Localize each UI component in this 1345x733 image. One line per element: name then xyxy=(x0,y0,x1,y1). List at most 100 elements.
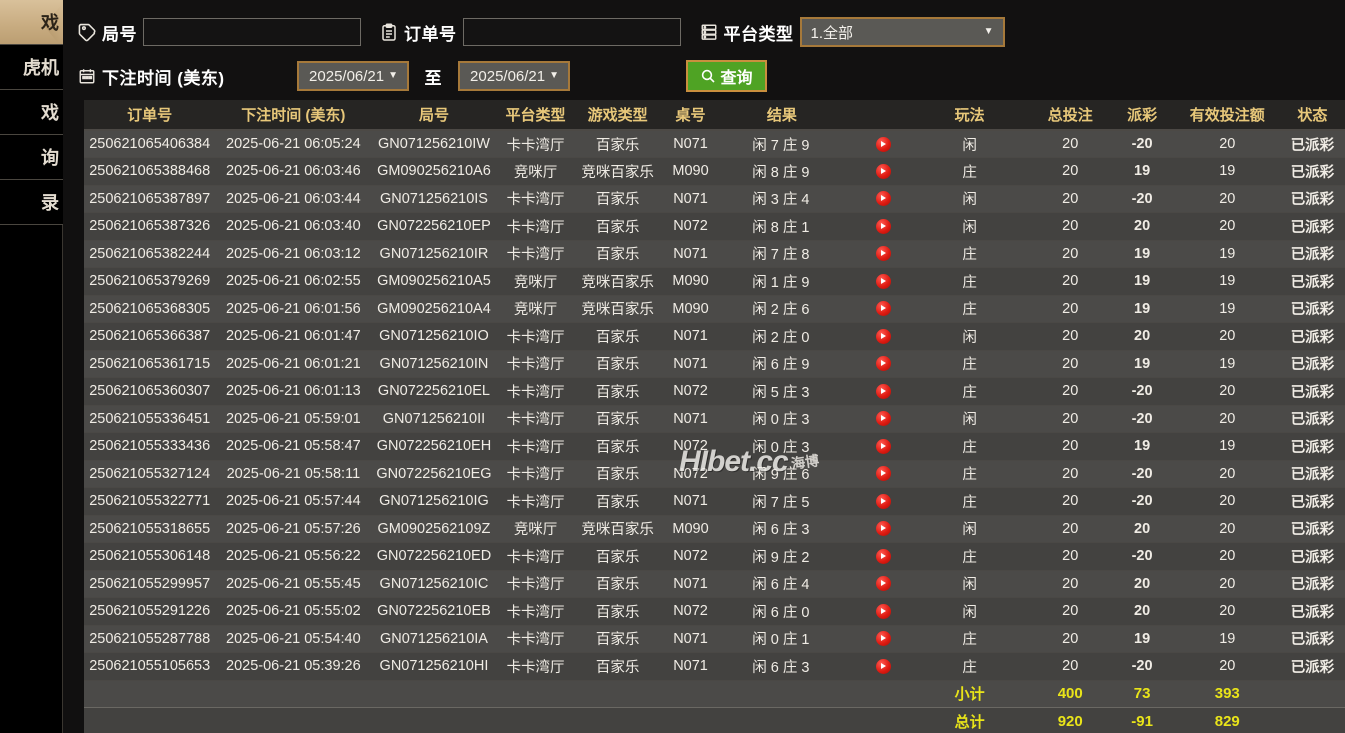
table-row[interactable]: 250621055327124 2025-06-21 05:58:11 GN0722… xyxy=(84,460,1345,488)
bet-time-label: 下注时间 (美东) xyxy=(102,68,225,88)
cell-replay xyxy=(843,157,910,186)
table-row[interactable]: 250621065387326 2025-06-21 06:03:40 GN0722… xyxy=(84,212,1345,241)
table-row[interactable]: 250621055306148 2025-06-21 05:56:22 GN0722… xyxy=(84,542,1345,571)
column-header-method[interactable]: 玩法 xyxy=(909,100,1031,131)
column-header-payout[interactable]: 派彩 xyxy=(1110,100,1174,131)
cell-platform: 卡卡湾厅 xyxy=(496,597,575,626)
play-icon[interactable] xyxy=(875,218,891,234)
sidebar-item-1[interactable]: 虎机 xyxy=(0,45,63,90)
query-button[interactable]: 查询 xyxy=(685,60,767,92)
table-row[interactable]: 250621055336451 2025-06-21 05:59:01 GN0712… xyxy=(84,405,1345,433)
list-icon xyxy=(699,22,719,42)
cell-order_no: 250621065379269 xyxy=(84,267,216,296)
date-to-picker[interactable]: 2025/06/21 ▼ xyxy=(457,61,570,91)
cell-total_bet: 20 xyxy=(1030,267,1111,296)
play-icon[interactable] xyxy=(875,383,891,399)
table-row[interactable]: 250621055333436 2025-06-21 05:58:47 GN0722… xyxy=(84,432,1345,461)
cell-table_no: N072 xyxy=(660,377,721,406)
round-number-input[interactable] xyxy=(143,18,361,46)
cell-total_bet: 20 xyxy=(1030,405,1111,433)
play-icon[interactable] xyxy=(875,356,891,372)
cell-total_bet: 20 xyxy=(1030,460,1111,488)
column-header-round_no[interactable]: 局号 xyxy=(371,100,497,131)
sidebar-item-3[interactable]: 询 xyxy=(0,135,63,180)
cell-game_type: 百家乐 xyxy=(574,542,661,571)
sidebar-item-0[interactable]: 戏 xyxy=(0,0,63,45)
column-header-platform[interactable]: 平台类型 xyxy=(496,100,575,131)
cell-result: 闲 9 庄 6 xyxy=(720,460,844,488)
table-row[interactable]: 250621065387897 2025-06-21 06:03:44 GN0712… xyxy=(84,185,1345,213)
table-row[interactable]: 250621065361715 2025-06-21 06:01:21 GN0712… xyxy=(84,350,1345,378)
table-row[interactable]: 250621065366387 2025-06-21 06:01:47 GN0712… xyxy=(84,322,1345,351)
cell-result: 闲 8 庄 1 xyxy=(720,212,844,241)
play-icon[interactable] xyxy=(875,521,891,537)
column-header-status[interactable]: 状态 xyxy=(1280,100,1345,131)
play-icon[interactable] xyxy=(875,246,891,262)
cell-platform: 竞咪厅 xyxy=(496,267,575,296)
cell-payout: 20 xyxy=(1110,212,1174,241)
play-icon[interactable] xyxy=(875,273,891,289)
date-from-picker[interactable]: 2025/06/21 ▼ xyxy=(296,61,409,91)
play-icon[interactable] xyxy=(875,438,891,454)
cell-method: 闲 xyxy=(909,130,1031,158)
platform-type-select[interactable]: 1.全部 ▼ xyxy=(799,17,1005,47)
play-icon[interactable] xyxy=(875,301,891,317)
summary-blank xyxy=(574,680,661,708)
column-header-valid_bet[interactable]: 有效投注额 xyxy=(1173,100,1281,131)
summary-payout: 73 xyxy=(1110,680,1174,708)
cell-method: 庄 xyxy=(909,652,1031,681)
play-icon[interactable] xyxy=(875,466,891,482)
play-icon[interactable] xyxy=(875,191,891,207)
cell-platform: 卡卡湾厅 xyxy=(496,212,575,241)
table-row[interactable]: 250621065379269 2025-06-21 06:02:55 GM0902… xyxy=(84,267,1345,296)
column-header-order_no[interactable]: 订单号 xyxy=(84,100,216,131)
column-header-game_type[interactable]: 游戏类型 xyxy=(574,100,661,131)
summary-blank xyxy=(843,707,910,733)
platform-type-label: 平台类型 xyxy=(723,24,794,44)
order-number-input[interactable] xyxy=(462,18,681,46)
order-label: 订单号 xyxy=(404,24,457,44)
table-row[interactable]: 250621055318655 2025-06-21 05:57:26 GM0902… xyxy=(84,515,1345,543)
column-header-total_bet[interactable]: 总投注 xyxy=(1030,100,1111,131)
table-row[interactable]: 250621065360307 2025-06-21 06:01:13 GN0722… xyxy=(84,377,1345,406)
play-icon[interactable] xyxy=(875,631,891,647)
play-icon[interactable] xyxy=(875,163,891,179)
column-header-table_no[interactable]: 桌号 xyxy=(660,100,721,131)
play-icon[interactable] xyxy=(875,658,891,674)
sidebar-item-2[interactable]: 戏 xyxy=(0,90,63,135)
cell-round_no: GN072256210EL xyxy=(371,377,497,406)
table-row[interactable]: 250621065388468 2025-06-21 06:03:46 GM0902… xyxy=(84,157,1345,186)
cell-replay xyxy=(843,487,910,516)
cell-round_no: GN071256210IN xyxy=(371,350,497,378)
cell-table_no: N071 xyxy=(660,240,721,268)
column-header-bet_time[interactable]: 下注时间 (美东) xyxy=(215,100,372,131)
sidebar-item-4[interactable]: 录 xyxy=(0,180,63,225)
table-row[interactable]: 250621055322771 2025-06-21 05:57:44 GN0712… xyxy=(84,487,1345,516)
play-icon[interactable] xyxy=(875,328,891,344)
cell-order_no: 250621065368305 xyxy=(84,295,216,323)
cell-result: 闲 7 庄 8 xyxy=(720,240,844,268)
table-row[interactable]: 250621055291226 2025-06-21 05:55:02 GN0722… xyxy=(84,597,1345,626)
play-icon[interactable] xyxy=(875,576,891,592)
column-header-result[interactable]: 结果 xyxy=(720,100,844,131)
column-header-replay[interactable] xyxy=(843,100,910,131)
table-row[interactable]: 250621065406384 2025-06-21 06:05:24 GN0712… xyxy=(84,130,1345,158)
table-row[interactable]: 250621065382244 2025-06-21 06:03:12 GN0712… xyxy=(84,240,1345,268)
play-icon[interactable] xyxy=(875,411,891,427)
cell-payout: 19 xyxy=(1110,267,1174,296)
play-icon[interactable] xyxy=(875,136,891,152)
play-icon[interactable] xyxy=(875,548,891,564)
table-row[interactable]: 250621055287788 2025-06-21 05:54:40 GN0712… xyxy=(84,625,1345,653)
table-row[interactable]: 250621055105653 2025-06-21 05:39:26 GN0712… xyxy=(84,652,1345,681)
play-icon[interactable] xyxy=(875,493,891,509)
sidebar-item-label: 询 xyxy=(41,148,59,168)
cell-status: 已派彩 xyxy=(1280,542,1345,571)
cell-bet_time: 2025-06-21 06:01:47 xyxy=(215,322,372,351)
table-row[interactable]: 250621065368305 2025-06-21 06:01:56 GM0902… xyxy=(84,295,1345,323)
cell-method: 庄 xyxy=(909,157,1031,186)
cell-table_no: N072 xyxy=(660,597,721,626)
cell-replay xyxy=(843,240,910,268)
play-icon[interactable] xyxy=(875,603,891,619)
table-row[interactable]: 250621055299957 2025-06-21 05:55:45 GN0712… xyxy=(84,570,1345,598)
